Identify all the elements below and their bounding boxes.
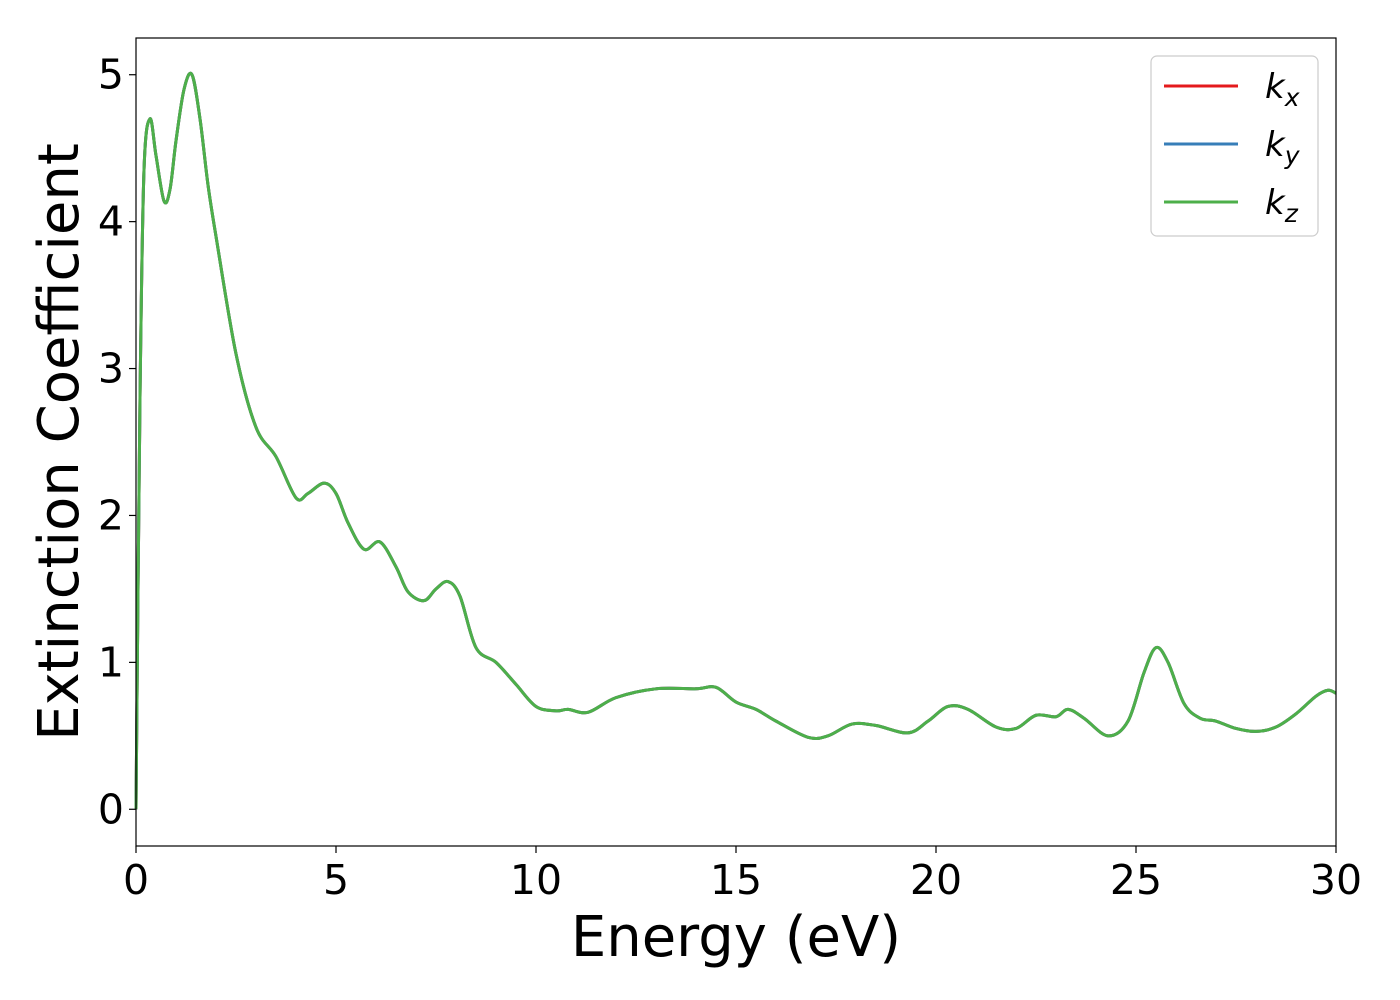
legend-item: ky bbox=[1164, 125, 1301, 170]
legend-label-subscript: z bbox=[1284, 199, 1299, 228]
y-tick-label: 1 bbox=[98, 638, 124, 686]
x-tick-label: 15 bbox=[710, 856, 762, 904]
y-axis: 0 1 2 3 4 5 bbox=[98, 51, 136, 833]
x-axis: 0 5 10 15 20 25 30 bbox=[123, 846, 1362, 904]
y-tick-label: 0 bbox=[98, 785, 124, 833]
plot-area bbox=[134, 71, 1337, 810]
y-tick-label: 4 bbox=[98, 198, 124, 246]
y-tick-label: 2 bbox=[98, 491, 124, 539]
series-line-kz bbox=[134, 71, 1337, 810]
y-axis-title: Extinction Coefficient bbox=[27, 143, 92, 741]
x-axis-title: Energy (eV) bbox=[571, 905, 901, 970]
y-tick-label: 3 bbox=[98, 345, 124, 393]
x-tick-label: 25 bbox=[1110, 856, 1162, 904]
y-tick-label: 5 bbox=[98, 51, 124, 99]
plot-frame bbox=[135, 37, 1337, 847]
legend-label-subscript: x bbox=[1284, 83, 1300, 112]
legend-label-subscript: y bbox=[1284, 141, 1301, 170]
x-tick-label: 20 bbox=[910, 856, 962, 904]
x-tick-label: 0 bbox=[123, 856, 149, 904]
x-tick-label: 5 bbox=[323, 856, 349, 904]
x-tick-label: 10 bbox=[510, 856, 562, 904]
legend-box bbox=[1150, 55, 1319, 237]
x-tick-label: 30 bbox=[1310, 856, 1362, 904]
